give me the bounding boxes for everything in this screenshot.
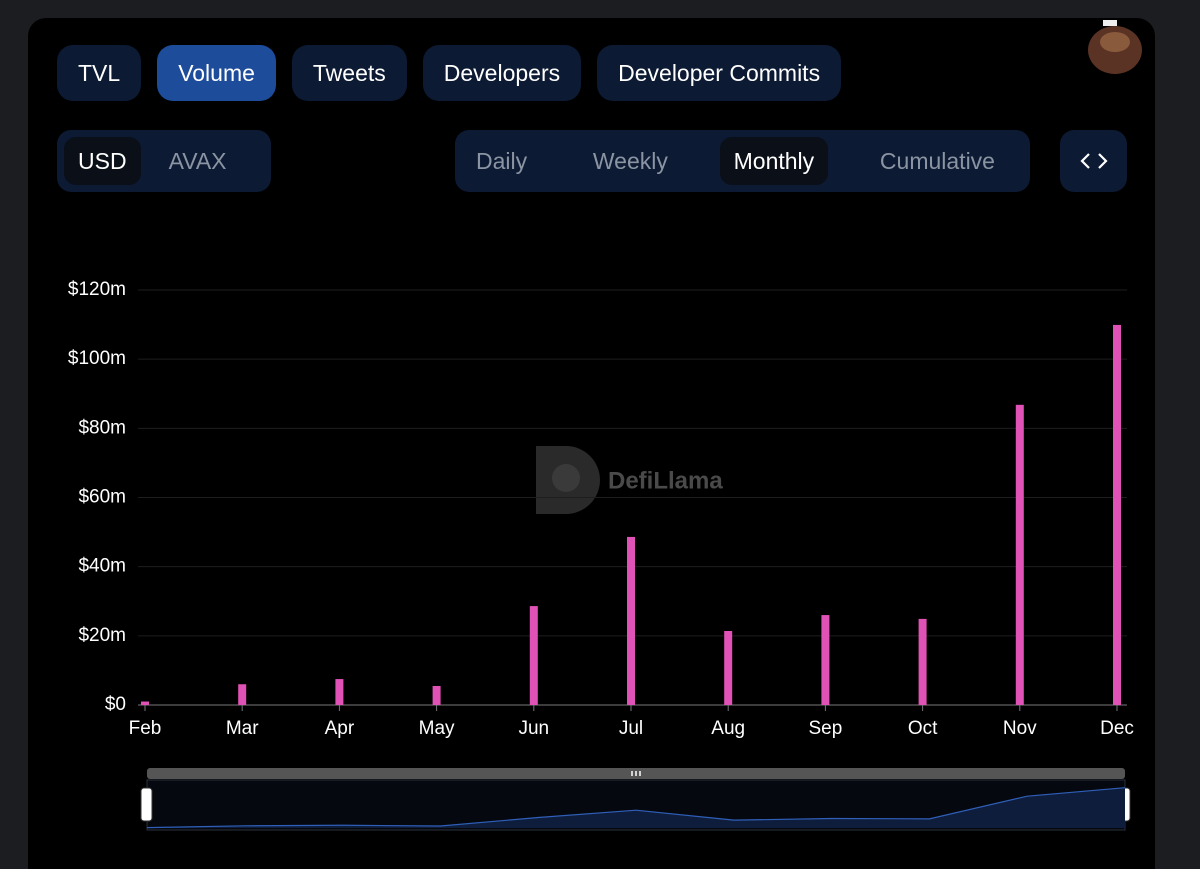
y-tick-label: $120m [68, 279, 126, 300]
currency-option[interactable]: USD [64, 137, 141, 185]
x-tick-label: Dec [1100, 718, 1134, 739]
x-tick-label: Sep [808, 718, 842, 739]
bar [335, 679, 344, 705]
tab-button[interactable]: Developer Commits [597, 45, 842, 101]
bar [238, 684, 247, 705]
y-tick-label: $40m [78, 556, 126, 577]
y-tick-label: $80m [78, 417, 126, 438]
tab-button[interactable]: TVL [57, 45, 142, 101]
bar [529, 606, 538, 705]
tab-row: TVL Volume Tweets Developers Developer Commi… [57, 45, 857, 101]
brush-line [146, 787, 1126, 829]
period-option[interactable]: Cumulative [879, 147, 995, 174]
bar [627, 536, 635, 705]
x-tick-label: Aug [711, 718, 745, 739]
period-option[interactable]: Monthly [719, 137, 829, 185]
y-tick-label: $100m [68, 348, 126, 369]
tab-button[interactable]: Tweets [291, 45, 407, 101]
logo [1088, 20, 1142, 74]
period-option[interactable]: Weekly [592, 147, 668, 174]
y-tick-label: $60m [78, 487, 126, 508]
x-tick-label: Nov [1003, 718, 1037, 739]
x-tick-label: Apr [325, 718, 355, 739]
bar [141, 701, 149, 705]
x-tick-label: Jun [518, 718, 549, 739]
tab-button[interactable]: Developers [422, 45, 582, 101]
bar [918, 618, 927, 705]
x-tick-label: Oct [908, 718, 938, 739]
y-tick-label: $0 [105, 694, 126, 715]
period-toggle: Daily Weekly Monthly Cumulative [455, 130, 1030, 192]
brush-area [147, 787, 1125, 828]
currency-toggle: USD AVAX [57, 130, 271, 192]
watermark: DefiLlama [608, 467, 723, 494]
y-tick-label: $20m [78, 625, 126, 646]
x-tick-label: Mar [226, 718, 259, 739]
bar [1113, 324, 1121, 705]
bar [1015, 404, 1024, 705]
bar [432, 685, 441, 705]
x-tick-label: Jul [619, 718, 643, 739]
tab-button[interactable]: Volume [157, 45, 276, 101]
embed-icon [1079, 153, 1108, 169]
bar [821, 615, 830, 705]
watermark-logo [536, 446, 600, 514]
period-option[interactable]: Daily [476, 147, 528, 174]
currency-option[interactable]: AVAX [168, 147, 227, 174]
embed-button[interactable] [1060, 130, 1127, 192]
bar [724, 630, 733, 705]
x-tick-label: May [419, 718, 455, 739]
x-tick-label: Feb [129, 718, 162, 739]
